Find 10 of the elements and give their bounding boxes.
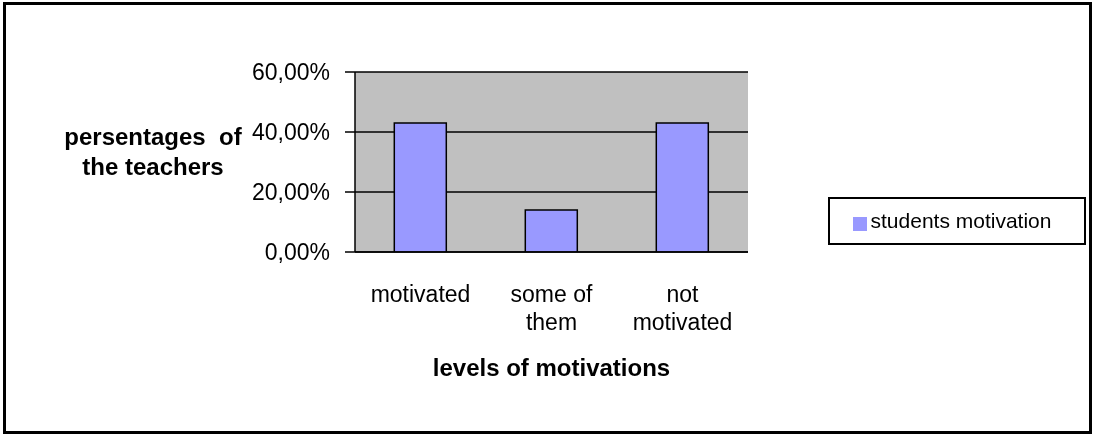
- y-tick-label: 40,00%: [251, 119, 330, 146]
- x-axis-title: levels of motivations: [432, 354, 671, 382]
- y-axis-title: persentages of the teachers: [63, 122, 243, 182]
- x-tick-label: not motivated: [632, 281, 733, 335]
- legend-label: students motivation: [870, 209, 1052, 232]
- y-tick-label: 0,00%: [264, 239, 330, 266]
- x-tick-label: some of them: [510, 281, 594, 335]
- y-tick-label: 60,00%: [251, 59, 330, 86]
- y-tick-label: 20,00%: [251, 179, 330, 206]
- x-tick-label: motivated: [370, 281, 471, 308]
